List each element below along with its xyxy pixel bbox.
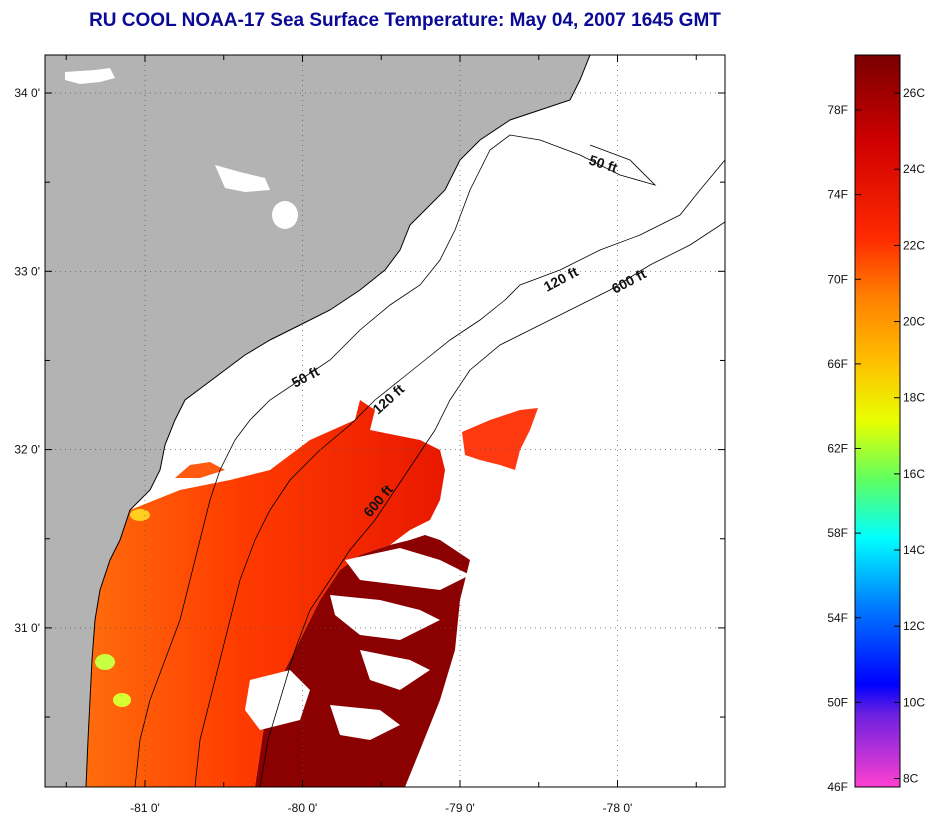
c-label: 26C xyxy=(903,86,925,100)
colorbar-ticks: 78F 74F 70F 66F 62F 58F 54F 50F 46F 26C 24C 22C 20C 1… xyxy=(827,86,925,794)
lat-label: 34 0' xyxy=(14,86,40,100)
c-label: 10C xyxy=(903,695,925,709)
lat-label: 33 0' xyxy=(14,264,40,278)
c-label: 14C xyxy=(903,543,925,557)
isobath-120ft xyxy=(194,159,725,787)
lat-label: 31 0' xyxy=(14,621,40,635)
sst-warm-patch xyxy=(462,408,538,470)
c-label: 20C xyxy=(903,315,925,329)
sst-warm-patch xyxy=(175,462,225,478)
c-label: 18C xyxy=(903,391,925,405)
c-label: 24C xyxy=(903,162,925,176)
c-label: 22C xyxy=(903,238,925,252)
land-mass xyxy=(45,55,590,787)
c-label: 12C xyxy=(903,619,925,633)
sst-cool-patch xyxy=(95,654,115,670)
coastline xyxy=(85,55,591,787)
f-label: 74F xyxy=(827,188,848,202)
isobath-50ft xyxy=(134,134,657,787)
c-label: 8C xyxy=(903,772,919,786)
f-label: 46F xyxy=(827,780,848,794)
c-label: 16C xyxy=(903,467,925,481)
f-label: 70F xyxy=(827,272,848,286)
graticule xyxy=(45,55,725,787)
map-frame xyxy=(44,54,726,788)
f-label: 66F xyxy=(827,357,848,371)
map-title: RU COOL NOAA-17 Sea Surface Temperature:… xyxy=(89,10,721,31)
f-label: 62F xyxy=(827,442,848,456)
f-label: 54F xyxy=(827,611,848,625)
f-label: 78F xyxy=(827,103,848,117)
sst-cool-patch xyxy=(113,693,131,707)
lon-label: -80 0' xyxy=(288,801,318,815)
isobath-600ft xyxy=(259,221,725,787)
sst-hot-region xyxy=(255,535,470,787)
f-label: 58F xyxy=(827,526,848,540)
lon-label: -78 0' xyxy=(603,801,633,815)
colorbar-gradient xyxy=(854,54,901,788)
f-label: 50F xyxy=(827,695,848,709)
lat-label: 32 0' xyxy=(14,443,40,457)
lon-label: -81 0' xyxy=(130,801,160,815)
lon-label: -79 0' xyxy=(445,801,475,815)
map-ticks: -81 0' -80 0' -79 0' -78 0' 34 0' 33 0' 32 0' 3… xyxy=(14,55,725,815)
